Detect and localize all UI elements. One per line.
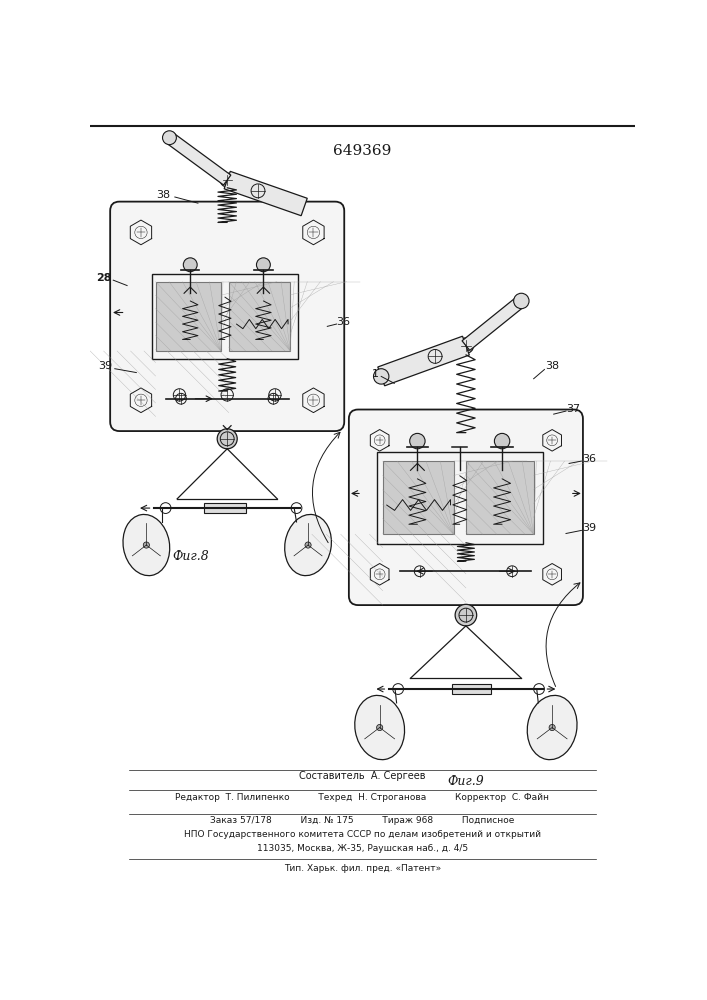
Text: 649369: 649369 bbox=[333, 144, 392, 158]
Text: 37: 37 bbox=[566, 404, 580, 414]
Text: Фиг.8: Фиг.8 bbox=[172, 550, 209, 563]
Polygon shape bbox=[224, 171, 308, 216]
Text: Заказ 57/178          Изд. № 175          Тираж 968          Подписное: Заказ 57/178 Изд. № 175 Тираж 968 Подпис… bbox=[210, 816, 515, 825]
Bar bbox=[204, 503, 247, 513]
Circle shape bbox=[455, 604, 477, 626]
Polygon shape bbox=[378, 336, 469, 386]
FancyBboxPatch shape bbox=[349, 410, 583, 605]
Bar bbox=[466, 461, 534, 534]
Text: НПО Государственного комитета СССР по делам изобретений и открытий: НПО Государственного комитета СССР по де… bbox=[184, 830, 541, 839]
Text: 1: 1 bbox=[372, 369, 378, 379]
Ellipse shape bbox=[123, 514, 170, 576]
Bar bbox=[377, 452, 543, 544]
Text: 38: 38 bbox=[156, 190, 170, 200]
Circle shape bbox=[163, 131, 176, 145]
Circle shape bbox=[373, 369, 389, 384]
Text: 38: 38 bbox=[545, 361, 559, 371]
Ellipse shape bbox=[527, 695, 577, 760]
Text: 39: 39 bbox=[582, 523, 596, 533]
Text: Редактор  Т. Пилипенко          Техред  Н. Строганова          Корректор  С. Фай: Редактор Т. Пилипенко Техред Н. Строгано… bbox=[175, 793, 549, 802]
Text: 36: 36 bbox=[336, 317, 350, 327]
Circle shape bbox=[514, 293, 529, 309]
Text: Составитель  А. Сергеев: Составитель А. Сергеев bbox=[299, 771, 426, 781]
Circle shape bbox=[305, 542, 311, 548]
Bar bbox=[156, 282, 221, 351]
Circle shape bbox=[409, 433, 425, 449]
Bar bbox=[382, 461, 454, 534]
Circle shape bbox=[217, 429, 238, 449]
Circle shape bbox=[393, 684, 404, 694]
Circle shape bbox=[377, 724, 382, 731]
FancyBboxPatch shape bbox=[110, 202, 344, 431]
Bar bbox=[452, 684, 491, 694]
Text: Тип. Харьк. фил. пред. «Патент»: Тип. Харьк. фил. пред. «Патент» bbox=[284, 864, 441, 873]
Text: 113035, Москва, Ж-35, Раушская наб., д. 4/5: 113035, Москва, Ж-35, Раушская наб., д. … bbox=[257, 844, 468, 853]
Text: 39: 39 bbox=[98, 361, 112, 371]
Polygon shape bbox=[166, 133, 231, 185]
Text: Фиг.9: Фиг.9 bbox=[448, 775, 484, 788]
Circle shape bbox=[494, 433, 510, 449]
Circle shape bbox=[221, 173, 234, 187]
Bar bbox=[152, 274, 298, 359]
Text: 36: 36 bbox=[582, 454, 596, 464]
Ellipse shape bbox=[285, 514, 332, 576]
Circle shape bbox=[183, 258, 197, 272]
Text: 28: 28 bbox=[96, 273, 112, 283]
Circle shape bbox=[291, 503, 302, 513]
Circle shape bbox=[549, 724, 555, 731]
Circle shape bbox=[534, 684, 544, 694]
Circle shape bbox=[160, 503, 171, 513]
Ellipse shape bbox=[355, 695, 404, 760]
Circle shape bbox=[257, 258, 270, 272]
Circle shape bbox=[458, 338, 474, 353]
Bar bbox=[229, 282, 291, 351]
Polygon shape bbox=[462, 296, 525, 350]
Circle shape bbox=[144, 542, 149, 548]
